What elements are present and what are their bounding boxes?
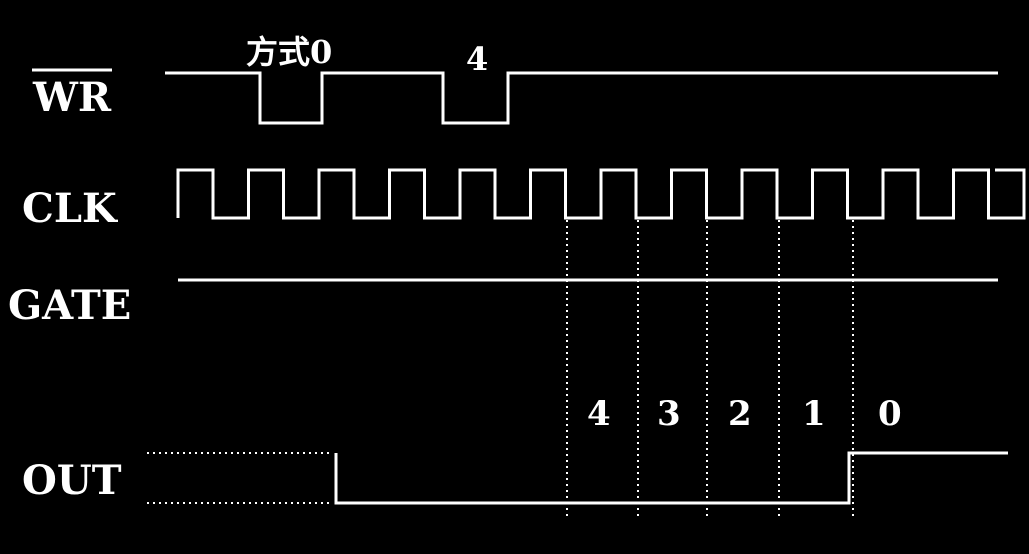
count-value: 4 [587,394,611,434]
clk-label: CLK [22,185,117,232]
wr-waveform [165,71,998,125]
wr-label: WR [33,74,112,121]
count-value: 2 [728,394,752,434]
count-value: 1 [802,394,826,434]
clk-waveform [176,168,1026,220]
mode-annotation: 方式0 [246,33,333,71]
timing-guides [566,220,854,520]
gate-label: GATE [8,282,132,329]
count-value: 3 [657,394,681,434]
out-label: OUT [22,457,122,504]
count-write-annotation: 4 [466,40,489,78]
out-waveform [334,451,1008,505]
count-value: 0 [878,394,902,434]
